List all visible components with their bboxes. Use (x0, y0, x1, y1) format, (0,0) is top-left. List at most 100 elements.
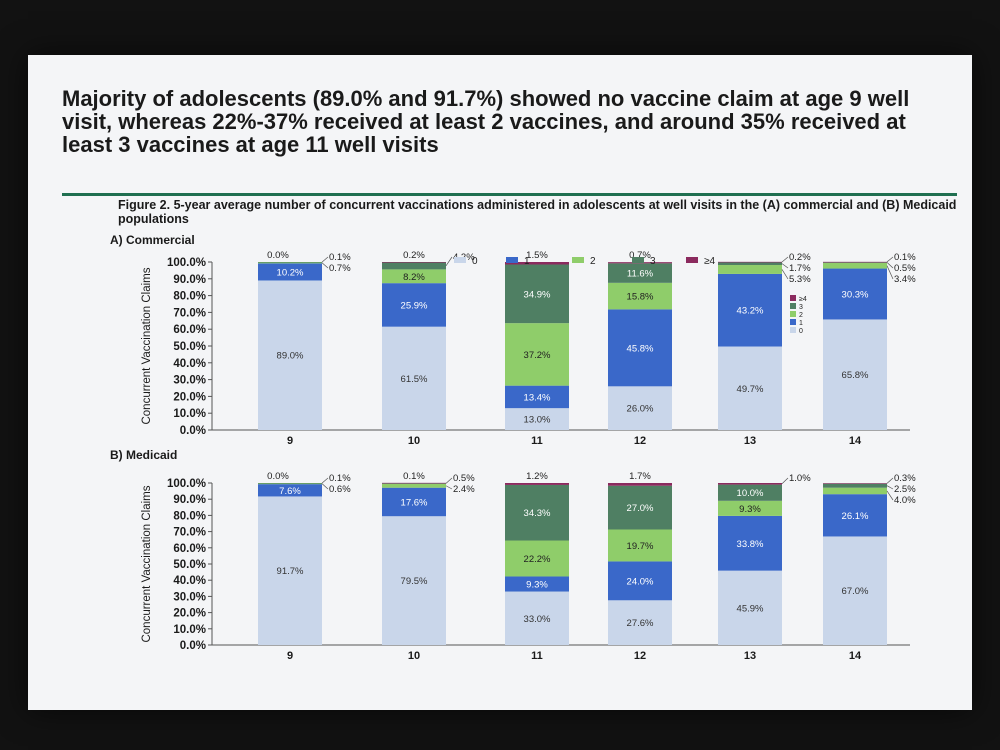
x-tick-label: 9 (287, 650, 293, 662)
y-tick-label: 60.0% (173, 543, 206, 555)
bar-segment (718, 570, 782, 645)
bar-segment (382, 262, 446, 270)
data-label: 22.2% (524, 554, 551, 565)
bar-segment (823, 262, 887, 269)
data-label-leader (445, 256, 453, 267)
data-label: 0.1% (329, 252, 351, 263)
bar-segment (258, 263, 322, 281)
y-tick-label: 30.0% (173, 591, 206, 603)
data-label: 45.9% (737, 603, 764, 614)
bar-segment (823, 268, 887, 320)
bar-segment (823, 261, 887, 263)
legend-swatch (572, 257, 584, 263)
data-label-leader (321, 256, 329, 263)
figure-title: Figure 2. 5-year average number of concu… (118, 198, 957, 226)
bar-segment (505, 540, 569, 577)
data-label: 0.5% (894, 263, 916, 274)
data-label: 2.5% (894, 484, 916, 495)
bar-segment (823, 494, 887, 537)
x-tick-label: 13 (744, 650, 756, 662)
data-label: 25.9% (401, 300, 428, 311)
inline-legend-swatch (790, 327, 796, 333)
inline-legend-swatch (790, 295, 796, 301)
x-tick-label: 10 (408, 650, 420, 662)
y-tick-label: 10.0% (173, 408, 206, 420)
bar-segment (718, 273, 782, 347)
y-tick-label: 20.0% (173, 608, 206, 620)
legend-label: 0 (472, 256, 478, 267)
y-tick-label: 30.0% (173, 375, 206, 387)
y-tick-label: 40.0% (173, 575, 206, 587)
bar-segment (382, 516, 446, 645)
data-label: 15.8% (627, 292, 654, 303)
data-label: 33.0% (524, 614, 551, 625)
bar-segment (382, 283, 446, 327)
data-label: 8.2% (403, 272, 425, 283)
inline-legend-label: 0 (799, 328, 803, 335)
bar-segment (608, 263, 672, 283)
data-label-leader (781, 263, 789, 269)
x-tick-label: 14 (849, 435, 862, 447)
data-label: 3.4% (894, 274, 916, 285)
bar-segment (718, 515, 782, 571)
bar-segment (608, 561, 672, 601)
data-label-leader (445, 477, 453, 484)
bar-segment (505, 408, 569, 430)
data-label-leader (321, 477, 329, 484)
data-label: 10.0% (737, 488, 764, 499)
data-label: 11.6% (627, 269, 654, 280)
y-tick-label: 20.0% (173, 391, 206, 403)
legend-swatch (686, 257, 698, 263)
data-label: 0.6% (329, 484, 351, 495)
legend-label: 1 (524, 256, 530, 267)
data-label: 34.9% (524, 289, 551, 300)
y-tick-label: 60.0% (173, 324, 206, 336)
data-label: 0.1% (894, 252, 916, 263)
data-label: 19.7% (627, 541, 654, 552)
bar-segment (382, 269, 446, 284)
data-label-leader (781, 477, 789, 485)
x-tick-label: 12 (634, 435, 646, 447)
data-label: 0.2% (789, 252, 811, 263)
bar-segment (718, 265, 782, 274)
data-label: 26.0% (627, 404, 654, 415)
y-tick-label: 80.0% (173, 291, 206, 303)
data-label: 89.0% (277, 351, 304, 362)
y-tick-label: 40.0% (173, 358, 206, 370)
data-label: 0.7% (329, 263, 351, 274)
data-label-leader (886, 490, 894, 501)
y-tick-label: 70.0% (173, 527, 206, 539)
bar-segment (608, 529, 672, 562)
bar-segment (258, 483, 322, 484)
x-tick-label: 11 (531, 435, 543, 447)
bar-segment (505, 323, 569, 386)
y-tick-label: 90.0% (173, 494, 206, 506)
data-label: 10.2% (277, 267, 304, 278)
data-label: 67.0% (842, 586, 869, 597)
data-label: 2.4% (453, 484, 475, 495)
slide: Majority of adolescents (89.0% and 91.7%… (28, 55, 972, 710)
x-tick-label: 13 (744, 435, 756, 447)
inline-legend-label: 1 (799, 320, 803, 327)
data-label: 33.8% (737, 539, 764, 550)
data-label: 0.2% (403, 250, 425, 261)
data-label: 34.3% (524, 508, 551, 519)
data-label: 43.2% (737, 306, 764, 317)
data-label: 27.0% (627, 503, 654, 514)
title-divider (62, 193, 957, 196)
bar-segment (505, 576, 569, 592)
y-tick-label: 50.0% (173, 559, 206, 571)
bar-segment (505, 262, 569, 265)
inline-legend-label: 2 (799, 312, 803, 319)
inline-legend-label: 3 (799, 304, 803, 311)
bar-segment (718, 484, 782, 501)
data-label: 79.5% (401, 576, 428, 587)
legend-label: 2 (590, 256, 596, 267)
y-tick-label: 100.0% (167, 257, 206, 269)
data-label-leader (886, 262, 894, 269)
bar-segment (823, 483, 887, 488)
data-label: 1.7% (789, 263, 811, 274)
bar-segment (608, 485, 672, 530)
legend-swatch (506, 257, 518, 263)
